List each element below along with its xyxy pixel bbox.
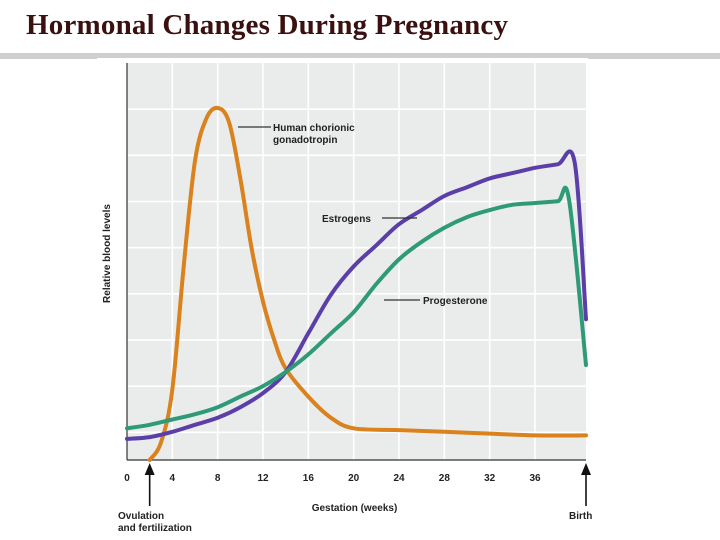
slide-title: Hormonal Changes During Pregnancy [26,9,509,41]
progesterone-line [125,185,588,431]
ovulation-annotation: Ovulation [118,511,164,522]
ovulation-arrow-head [144,463,155,475]
x-tick-label: 20 [348,473,360,484]
x-tick-label: 12 [257,473,269,484]
birth-arrow-head [581,463,591,475]
x-tick-label: 8 [215,473,221,484]
x-tick-label: 24 [393,473,405,484]
progesterone-label: Progesterone [423,296,488,307]
ovulation-annotation: and fertilization [118,523,192,534]
x-tick-label: 0 [124,473,130,484]
y-axis-label: Relative blood levels [102,204,113,303]
x-tick-label: 32 [484,473,496,484]
x-tick-label: 16 [303,473,315,484]
x-tick-label: 4 [170,473,176,484]
x-tick-label: 36 [529,473,541,484]
title-divider [0,53,720,59]
x-tick-label: 28 [439,473,451,484]
estrogens-line [125,149,588,441]
estrogens-label: Estrogens [322,214,371,225]
hcg-label: Human chorionic [273,123,355,134]
birth-annotation: Birth [569,511,592,522]
hcg-line [147,105,588,462]
hcg-label: gonadotropin [273,135,337,146]
x-axis-label: Gestation (weeks) [312,503,398,514]
